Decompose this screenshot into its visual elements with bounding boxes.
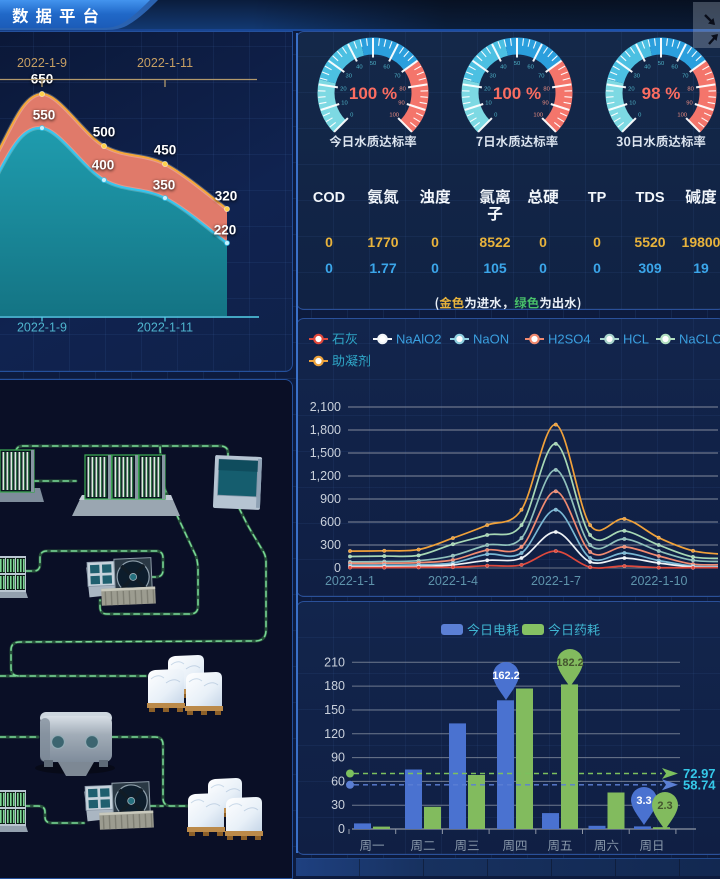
svg-text:70: 70 (538, 74, 544, 80)
svg-text:182.2: 182.2 (556, 657, 584, 669)
svg-text:0: 0 (593, 260, 601, 276)
svg-text:1,200: 1,200 (310, 469, 341, 483)
svg-text:80: 80 (687, 86, 693, 92)
svg-text:58.74: 58.74 (683, 777, 716, 792)
svg-text:400: 400 (92, 158, 115, 173)
svg-text:98 %: 98 % (642, 84, 681, 103)
svg-text:105: 105 (483, 260, 507, 276)
svg-text:300: 300 (320, 538, 341, 552)
svg-text:70: 70 (682, 74, 688, 80)
svg-text:10: 10 (485, 100, 491, 106)
svg-text:2022-1-10: 2022-1-10 (631, 574, 688, 588)
svg-text:162.2: 162.2 (492, 670, 520, 682)
svg-text:350: 350 (153, 178, 176, 193)
svg-text:19800: 19800 (682, 234, 720, 250)
svg-text:40: 40 (500, 64, 506, 70)
svg-text:0: 0 (350, 112, 353, 118)
svg-text:180: 180 (324, 679, 345, 693)
svg-text:30: 30 (489, 74, 495, 80)
svg-text:40: 40 (356, 64, 362, 70)
svg-text:90: 90 (686, 100, 692, 106)
svg-text:100: 100 (677, 112, 687, 118)
svg-text:10: 10 (629, 100, 635, 106)
svg-text:2022-1-11: 2022-1-11 (137, 56, 193, 70)
svg-text:1.77: 1.77 (369, 260, 396, 276)
svg-text:30: 30 (633, 74, 639, 80)
svg-text:2022-1-1: 2022-1-1 (325, 574, 375, 588)
svg-text:2022-1-11: 2022-1-11 (137, 321, 193, 335)
svg-text:60: 60 (383, 64, 389, 70)
svg-text:0: 0 (431, 260, 439, 276)
svg-text:900: 900 (320, 492, 341, 506)
svg-text:450: 450 (154, 143, 177, 158)
svg-text:60: 60 (527, 64, 533, 70)
svg-text:2022-1-9: 2022-1-9 (17, 321, 67, 335)
svg-text:3.3: 3.3 (636, 795, 651, 807)
svg-text:0: 0 (638, 112, 641, 118)
svg-text:2022-1-9: 2022-1-9 (17, 56, 67, 70)
svg-text:30: 30 (331, 798, 345, 812)
svg-text:60: 60 (671, 64, 677, 70)
svg-text:0: 0 (494, 112, 497, 118)
svg-text:100: 100 (389, 112, 399, 118)
svg-text:100 %: 100 % (493, 84, 541, 103)
svg-text:0: 0 (325, 234, 333, 250)
svg-text:1,800: 1,800 (310, 423, 341, 437)
svg-text:550: 550 (33, 108, 56, 123)
svg-text:0: 0 (334, 561, 341, 575)
svg-text:TDS: TDS (636, 190, 665, 206)
svg-text:90: 90 (542, 100, 548, 106)
svg-text:100: 100 (533, 112, 543, 118)
svg-text:COD: COD (313, 190, 345, 206)
svg-text:40: 40 (644, 64, 650, 70)
svg-text:20: 20 (484, 86, 490, 92)
svg-text:1770: 1770 (367, 234, 398, 250)
svg-text:500: 500 (93, 125, 116, 140)
svg-text:320: 320 (215, 189, 238, 204)
svg-text:80: 80 (543, 86, 549, 92)
svg-text:10: 10 (341, 100, 347, 106)
svg-text:30: 30 (345, 74, 351, 80)
svg-text:220: 220 (214, 223, 237, 238)
svg-text:NaON: NaON (473, 332, 509, 347)
svg-text:20: 20 (340, 86, 346, 92)
svg-text:210: 210 (324, 655, 345, 669)
svg-text:0: 0 (431, 234, 439, 250)
svg-text:60: 60 (331, 774, 345, 788)
svg-text:NaCLO: NaCLO (679, 332, 720, 347)
svg-text:600: 600 (320, 515, 341, 529)
svg-text:90: 90 (398, 100, 404, 106)
svg-text:0: 0 (338, 822, 345, 836)
svg-text:50: 50 (370, 61, 376, 67)
svg-text:19: 19 (693, 260, 709, 276)
svg-text:0: 0 (325, 260, 333, 276)
svg-text:1,500: 1,500 (310, 446, 341, 460)
svg-text:80: 80 (399, 86, 405, 92)
svg-text:0: 0 (539, 234, 547, 250)
svg-text:50: 50 (658, 61, 664, 67)
svg-text:5520: 5520 (634, 234, 665, 250)
svg-text:2022-1-4: 2022-1-4 (428, 574, 478, 588)
svg-text:2022-1-7: 2022-1-7 (531, 574, 581, 588)
svg-text:20: 20 (628, 86, 634, 92)
svg-text:90: 90 (331, 751, 345, 765)
svg-text:150: 150 (324, 703, 345, 717)
svg-text:NaAlO2: NaAlO2 (396, 332, 442, 347)
svg-text:2,100: 2,100 (310, 400, 341, 414)
svg-text:H2SO4: H2SO4 (548, 332, 591, 347)
svg-text:2.3: 2.3 (657, 800, 672, 812)
svg-text:HCL: HCL (623, 332, 649, 347)
svg-text:70: 70 (394, 74, 400, 80)
svg-text:0: 0 (593, 234, 601, 250)
svg-text:309: 309 (638, 260, 662, 276)
svg-text:TP: TP (588, 190, 607, 206)
svg-text:120: 120 (324, 727, 345, 741)
svg-text:8522: 8522 (479, 234, 510, 250)
svg-text:50: 50 (514, 61, 520, 67)
svg-text:0: 0 (539, 260, 547, 276)
svg-text:100 %: 100 % (349, 84, 397, 103)
